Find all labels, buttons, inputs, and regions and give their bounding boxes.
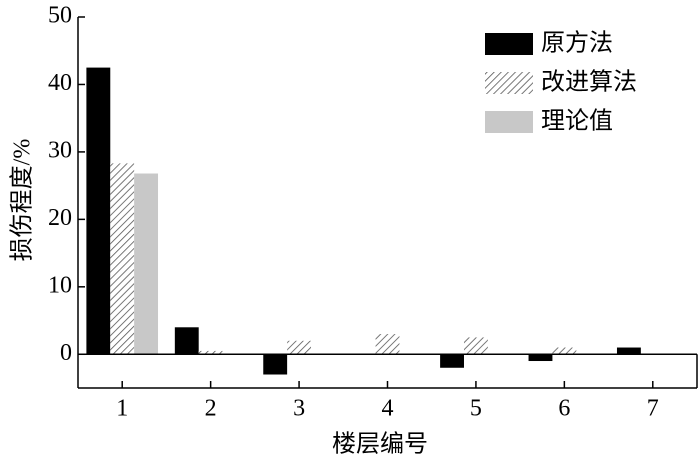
x-tick-label: 6 (558, 396, 570, 422)
y-tick-label: 20 (48, 205, 72, 231)
bar (110, 163, 135, 355)
x-axis-label: 楼层编号 (332, 431, 428, 458)
y-axis-label: 损伤程度/% (9, 139, 36, 262)
legend-label: 理论值 (541, 108, 613, 135)
bar (86, 67, 111, 355)
legend-swatch (485, 111, 533, 133)
bar (552, 347, 577, 355)
bar (198, 350, 223, 355)
legend-label: 原方法 (541, 30, 613, 57)
bar (287, 340, 312, 355)
bar (528, 354, 553, 362)
bar (440, 354, 464, 368)
x-tick-label: 4 (382, 396, 394, 422)
bar (134, 173, 159, 355)
x-tick-label: 3 (293, 396, 305, 422)
x-tick-label: 2 (205, 396, 217, 422)
y-tick-label: 40 (48, 70, 72, 96)
y-tick-label: 10 (48, 272, 72, 298)
legend-swatch (485, 72, 533, 94)
bar (263, 354, 288, 375)
x-tick-label: 5 (470, 396, 482, 422)
y-tick-label: 0 (60, 340, 72, 366)
y-tick-label: 50 (48, 3, 72, 29)
x-tick-label: 1 (116, 396, 128, 422)
legend-swatch (485, 33, 533, 55)
legend-label: 改进算法 (541, 69, 637, 96)
bar (463, 337, 488, 355)
bar (616, 347, 641, 355)
y-tick-label: 30 (48, 137, 72, 163)
bar (174, 327, 199, 355)
x-tick-label: 7 (647, 396, 659, 422)
bar (375, 334, 400, 355)
